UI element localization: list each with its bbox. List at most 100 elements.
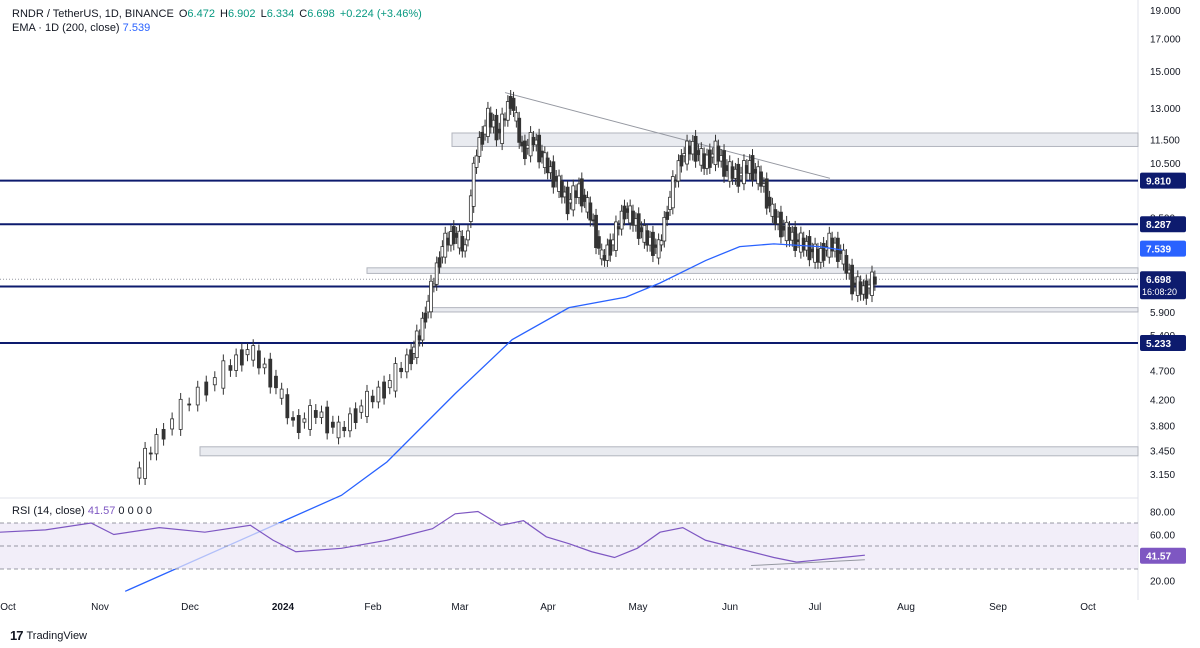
ema-legend: EMA · 1D (200, close) 7.539 — [12, 22, 150, 34]
candle-body — [296, 415, 301, 433]
time-tick-0: Oct — [0, 602, 16, 613]
footer-brand: TradingView — [26, 629, 88, 642]
candle-body — [143, 447, 147, 479]
candle-body — [370, 395, 375, 403]
time-tick-11: Sep — [989, 602, 1007, 613]
candle-body — [514, 112, 519, 122]
price-tick-13: 3.150 — [1150, 470, 1175, 481]
candle-body — [137, 467, 142, 479]
support-zone — [429, 307, 1139, 313]
candle-body — [511, 97, 516, 111]
candle-body — [256, 350, 261, 369]
candle-body — [850, 264, 854, 295]
rsi-label: RSI (14, close) — [12, 505, 85, 517]
candle-body — [559, 180, 564, 198]
symbol-legend: RNDR / TetherUS, 1D, BINANCE O6.472 H6.9… — [12, 8, 422, 20]
high-value: 6.902 — [227, 8, 256, 20]
candle-body — [279, 388, 284, 399]
low-zone — [199, 446, 1139, 457]
candle-body — [844, 255, 849, 274]
candle-body — [463, 244, 468, 252]
price-tick-12: 3.450 — [1150, 447, 1175, 458]
descending-trendline — [504, 92, 831, 179]
high-label: H — [220, 8, 228, 20]
price-badge-label-ema: 7.539 — [1146, 245, 1171, 256]
candle-body — [342, 426, 347, 432]
candle-body — [245, 349, 250, 356]
rsi-extra: 0 0 0 0 — [118, 505, 153, 517]
candle-body — [353, 408, 358, 423]
price-tick-0: 19.000 — [1150, 6, 1181, 17]
candle-body — [399, 367, 404, 373]
candle-body — [807, 236, 812, 261]
candle-body — [594, 214, 598, 249]
close-label: C — [299, 8, 308, 20]
candle-body — [308, 405, 313, 430]
candle-body — [234, 354, 239, 371]
time-tick-5: Mar — [451, 602, 469, 613]
candle-body — [336, 421, 341, 439]
candle-body — [382, 381, 386, 399]
candle-body — [722, 150, 726, 177]
level-label-0: 9.810 — [1146, 177, 1171, 188]
level-label-3: 5.233 — [1146, 339, 1171, 350]
candle-body — [429, 280, 433, 313]
candle-body — [608, 239, 613, 256]
ema-value: 7.539 — [122, 22, 151, 34]
candle-body — [474, 155, 479, 168]
ema-label: EMA · 1D (200, close) — [12, 22, 120, 34]
candle-body — [466, 230, 470, 241]
candle-body — [670, 176, 675, 209]
candle-body — [636, 213, 641, 239]
time-tick-1: Nov — [91, 602, 109, 613]
candle-body — [178, 398, 183, 430]
candle-body — [325, 406, 330, 434]
candle-body — [285, 394, 290, 419]
resistance-zone — [451, 132, 1139, 147]
candle-body — [393, 363, 398, 392]
candle-body — [274, 375, 278, 389]
candle-body — [291, 417, 295, 421]
level-badge-0 — [1140, 172, 1186, 189]
ema-200-line — [124, 243, 843, 592]
candle-body — [631, 210, 635, 226]
price-tick-9: 4.700 — [1150, 367, 1175, 378]
candle-body — [348, 413, 352, 432]
change-value: +0.224 (+3.46%) — [339, 8, 422, 20]
candle-body — [387, 380, 392, 389]
close-value: 6.698 — [307, 8, 335, 20]
candle-body — [170, 418, 175, 430]
low-label: L — [260, 8, 267, 20]
candle-body — [376, 386, 381, 403]
candle-body — [460, 236, 465, 252]
candle-body — [195, 386, 200, 406]
candle-body — [707, 149, 712, 168]
candle-body — [523, 140, 527, 160]
candle-body — [409, 349, 414, 365]
rsi-badge — [1140, 547, 1186, 564]
footer: 17 TradingView — [10, 628, 87, 643]
price-badge-last — [1140, 271, 1186, 300]
candle-body — [154, 434, 159, 455]
candle-body — [579, 178, 584, 207]
price-badge-ema — [1140, 240, 1186, 257]
candle-body — [187, 403, 192, 406]
time-tick-10: Aug — [897, 602, 915, 613]
candle-body — [319, 411, 324, 418]
candle-body — [468, 195, 473, 222]
candle-body — [759, 171, 763, 187]
candle-body — [212, 377, 217, 386]
candle-body — [614, 221, 618, 251]
candle-body — [779, 211, 783, 238]
candle-body — [434, 262, 439, 285]
candle-body — [619, 210, 624, 230]
candle-body — [588, 202, 593, 221]
candle-body — [228, 365, 233, 371]
candle-body — [517, 117, 522, 143]
rsi-line — [0, 510, 865, 563]
rsi-divergence-line — [751, 559, 865, 567]
candle-body — [302, 418, 307, 423]
price-tick-5: 10.500 — [1150, 159, 1181, 170]
candle-body — [599, 249, 604, 260]
